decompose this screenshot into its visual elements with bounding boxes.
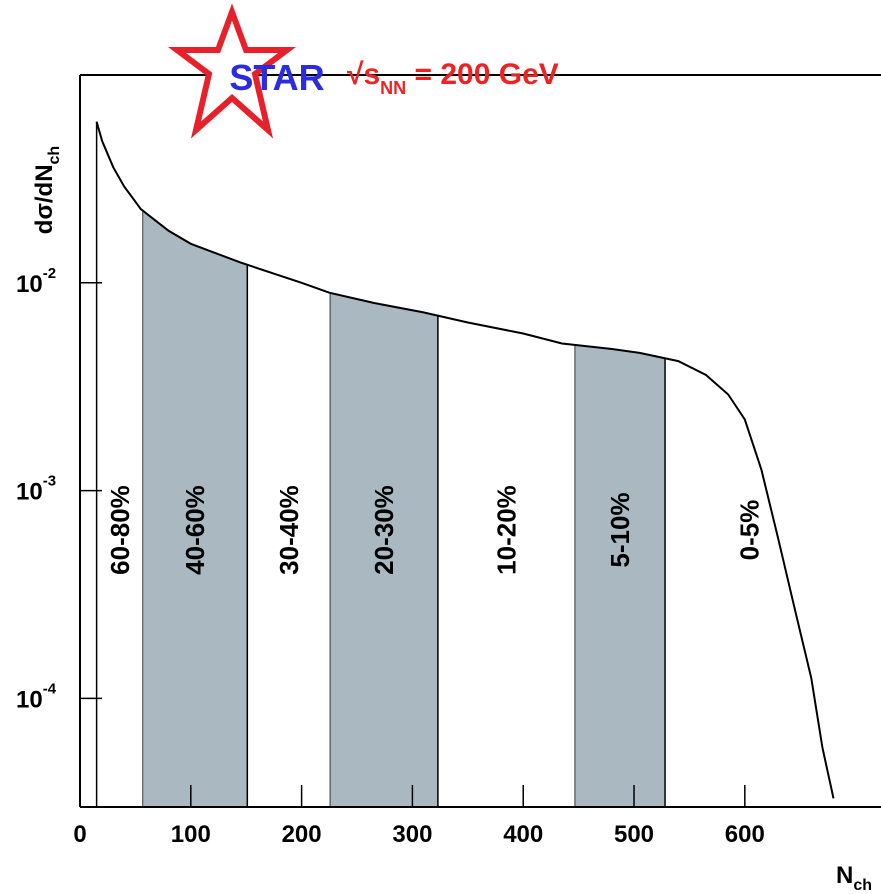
x-axis-label: Nch bbox=[836, 862, 872, 894]
y-tick-base: 10 bbox=[16, 271, 43, 298]
x-tick-label: 0 bbox=[73, 821, 86, 848]
centrality-band bbox=[97, 122, 144, 807]
y-tick-exponent: -2 bbox=[43, 265, 56, 282]
x-tick-label: 100 bbox=[171, 821, 211, 848]
energy-sub: NN bbox=[380, 78, 406, 98]
y-label-sub: ch bbox=[46, 146, 63, 165]
band-label: 40-60% bbox=[180, 485, 210, 575]
x-tick-label: 600 bbox=[725, 821, 765, 848]
star-logo bbox=[168, 3, 296, 139]
energy-suffix: = 200 GeV bbox=[406, 58, 559, 91]
y-tick-base: 10 bbox=[16, 686, 43, 713]
band-label: 10-20% bbox=[492, 485, 522, 575]
y-tick-exponent: -4 bbox=[43, 680, 57, 697]
x-tick-label: 400 bbox=[503, 821, 543, 848]
band-label: 60-80% bbox=[105, 485, 135, 575]
centrality-band bbox=[143, 210, 248, 807]
x-label-sub: ch bbox=[853, 877, 872, 894]
y-tick-label: 10-4 bbox=[16, 680, 57, 713]
x-tick-label: 200 bbox=[282, 821, 322, 848]
y-tick-label: 10-3 bbox=[16, 473, 56, 506]
centrality-band bbox=[665, 358, 833, 807]
x-label-main: N bbox=[836, 862, 853, 889]
energy-label: √sNN = 200 GeV bbox=[347, 58, 559, 98]
band-label: 30-40% bbox=[274, 485, 304, 575]
energy-prefix: √s bbox=[347, 58, 380, 91]
centrality-band bbox=[330, 292, 438, 807]
y-tick-label: 10-2 bbox=[16, 265, 56, 298]
band-label: 5-10% bbox=[605, 492, 635, 567]
x-tick-label: 500 bbox=[614, 821, 654, 848]
curve bbox=[95, 121, 835, 799]
logo-text: STAR bbox=[229, 57, 324, 98]
y-tick-exponent: -3 bbox=[43, 473, 56, 490]
y-label-main: dσ/dN bbox=[31, 164, 58, 234]
band-label: 20-30% bbox=[369, 485, 399, 575]
logo: STAR √sNN = 200 GeV bbox=[168, 3, 559, 139]
centrality-band bbox=[575, 345, 666, 807]
bands: 60-80% 40-60% 30-40% 20-30% 10-20% 5-10% 0-5% bbox=[95, 121, 833, 807]
y-axis-label: dσ/dNch bbox=[31, 146, 63, 234]
y-tick-base: 10 bbox=[16, 479, 43, 506]
band-label: 0-5% bbox=[734, 500, 764, 561]
x-tick-label: 300 bbox=[392, 821, 432, 848]
